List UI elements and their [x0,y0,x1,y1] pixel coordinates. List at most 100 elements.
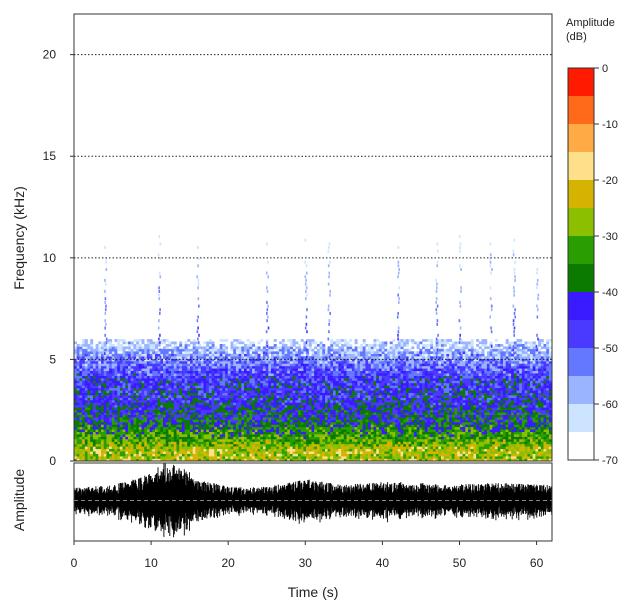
spectrogram-cell [125,346,129,350]
spectrogram-cell [133,412,137,415]
spectrogram-cell [138,419,142,423]
spectrogram-cell [195,407,199,411]
spectrogram-cell [95,446,99,450]
spectrogram-cell [265,385,269,389]
spectrogram-cell [311,448,315,452]
spectrogram-cell [330,353,334,357]
spectrogram-cell [225,353,229,357]
spectrogram-cell [338,422,342,425]
spectrogram-cell [74,348,77,352]
spectrogram-cell [128,370,131,374]
spectrogram-cell [141,373,145,376]
spectrogram-cell [206,414,210,418]
spectrogram-cell [76,404,80,408]
spectrogram-cell [173,387,177,391]
spectrogram-cell [144,400,148,403]
spectrogram-cell [289,429,293,432]
spectrogram-cell [133,407,137,411]
spectrogram-cell [325,436,328,440]
spectrogram-cell [211,392,215,396]
spectrogram-cell [246,431,250,435]
spectrogram-cell [87,441,91,445]
spectrogram-cell [208,380,212,384]
spectrogram-cell [265,424,269,428]
spectrogram-cell [119,387,123,391]
spectrogram-cell [187,453,191,457]
spectrogram-cell [246,453,250,457]
spectrogram-cell [160,375,164,379]
spectrogram-cell [184,395,188,398]
spectrogram-cell [119,441,123,445]
spectrogram-cell [208,353,212,357]
spectrogram-cell [195,358,199,362]
spectrogram-cell [95,344,99,347]
spectrogram-cell [149,451,153,454]
spectrogram-cell [241,368,245,371]
spectrogram-cell [101,380,104,384]
spectrogram-cell [289,426,293,430]
spectrogram-cell [76,409,80,413]
spectrogram-cell [249,373,253,376]
spectrogram-cell [179,426,183,430]
spectrogram-cell [111,424,115,428]
spectrogram-cell [327,363,331,367]
spectrogram-cell [176,351,180,354]
spectrogram-cell [208,436,212,440]
spectrogram-cell [103,422,107,425]
spectrogram-cell [165,387,169,391]
spectrogram-cell [187,358,191,362]
spectrogram-cell [222,380,226,384]
spectrogram-cell [211,439,215,442]
spectrogram-cell [222,397,226,401]
spectrogram-cell [179,443,183,447]
spectrogram-cell [225,422,229,425]
spectrogram-cell [211,434,215,437]
spectrogram-cell [346,429,350,432]
spectrogram-cell [292,390,296,393]
spectrogram-cell [343,458,347,461]
spectrogram-cell [106,409,110,413]
spectrogram-cell [184,456,188,459]
spectrogram-cell [257,356,261,359]
spectrogram-cell [330,458,334,461]
spectrogram-cell [179,380,183,384]
spectrogram-cell [273,409,277,413]
spectrogram-cell [333,431,336,435]
spectrogram-cell [333,424,336,428]
spectrogram-cell [217,436,220,440]
spectrogram-cell [98,346,102,350]
spectrogram-cell [117,453,121,457]
spectrogram-cell [168,422,172,425]
spectrogram-cell [181,370,185,374]
spectrogram-cell [122,370,126,374]
spectrogram-cell [325,358,328,362]
spectrogram-cell [122,361,126,364]
spectrogram-cell [103,402,107,406]
spectrogram-cell [217,451,220,454]
spectrogram-cell [273,424,277,428]
spectrogram-cell [351,426,355,430]
spectrogram-cell [136,407,140,411]
spectrogram-cell [184,458,188,461]
spectrogram-cell [109,358,113,362]
spectrogram-cell [192,361,196,364]
spectrogram-cell [279,353,283,357]
spectrogram-cell [333,439,336,442]
spectrogram-cell [252,373,256,376]
spectrogram-cell [341,426,345,430]
spectrogram-cell [98,431,102,435]
spectrogram-cell [163,451,166,454]
spectrogram-cell [119,419,123,423]
spectrogram-cell [333,422,336,425]
spectrogram-cell [235,436,239,440]
spectrogram-cell [119,456,123,459]
spectrogram-cell [241,402,245,406]
spectrogram-cell [343,407,347,411]
spectrogram-cell [206,431,210,435]
spectrogram-cell [155,443,158,447]
spectrogram-cell [306,443,310,447]
spectrogram-cell [306,358,310,362]
spectrogram-cell [271,378,274,381]
spectrogram-cell [222,451,226,454]
spectrogram-cell [92,422,96,425]
